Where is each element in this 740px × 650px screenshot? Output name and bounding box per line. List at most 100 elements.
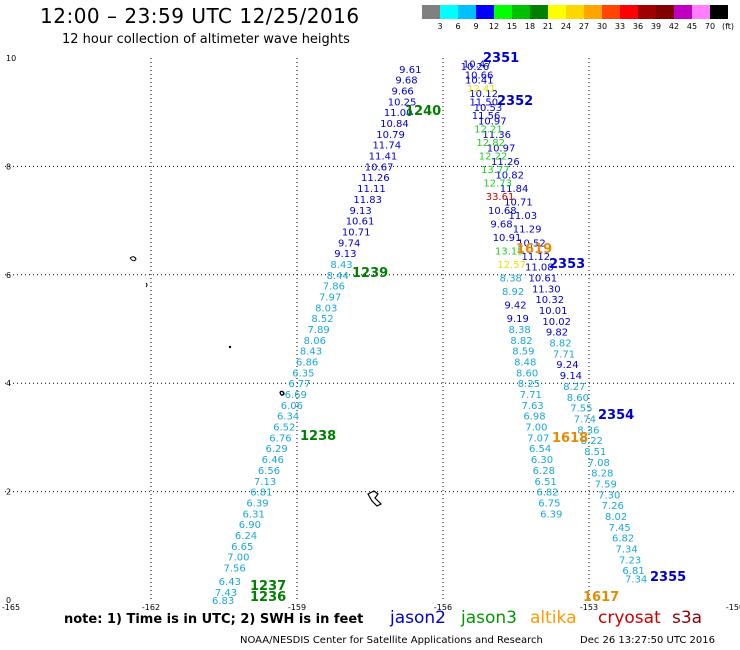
- wave-height-value: 6.81: [622, 566, 644, 577]
- colorbar-label: 15: [507, 22, 517, 31]
- wave-height-value: 9.13: [350, 206, 372, 217]
- wave-height-value: 6.29: [265, 444, 287, 455]
- wave-height-value: 11.84: [500, 184, 529, 195]
- wave-height-value: 7.86: [323, 282, 345, 293]
- wave-height-value: 6.81: [250, 488, 272, 499]
- wave-height-value: 9.68: [395, 76, 417, 87]
- y-tick-label: 6: [6, 271, 11, 280]
- y-tick-label: 0: [6, 596, 11, 605]
- wave-height-value: 10.47: [463, 59, 492, 70]
- time-label: 2355: [650, 570, 686, 585]
- wave-height-value: 9.42: [504, 301, 526, 312]
- legend-altika: altika: [530, 608, 577, 628]
- wave-height-value: 6.43: [219, 577, 241, 588]
- legend-jason3: jason3: [461, 608, 517, 628]
- wave-height-value: 12.73: [483, 179, 512, 190]
- wave-height-value: 8.43: [300, 347, 322, 358]
- wave-height-value: 7.74: [574, 414, 596, 425]
- wave-height-value: 8.25: [518, 379, 540, 390]
- wave-height-value: 6.75: [538, 498, 560, 509]
- wave-height-value: 6.83: [212, 596, 234, 607]
- wave-height-value: 10.71: [342, 227, 371, 238]
- wave-height-value: 11.29: [513, 225, 542, 236]
- wave-height-value: 8.92: [502, 287, 524, 298]
- wave-height-value: 7.59: [595, 479, 617, 490]
- wave-height-value: 8.27: [563, 382, 585, 393]
- wave-height-value: 9.61: [399, 65, 421, 76]
- wave-height-value: 8.60: [516, 368, 538, 379]
- wave-height-value: 6.31: [243, 509, 265, 520]
- colorbar-swatch: [440, 5, 458, 19]
- wave-height-value: 12.41: [467, 84, 496, 95]
- wave-height-value: 10.12: [469, 89, 498, 100]
- colorbar-swatch: [476, 5, 494, 19]
- colorbar-swatch: [458, 5, 476, 19]
- wave-height-value: 7.26: [602, 501, 624, 512]
- colorbar-swatch: [530, 5, 548, 19]
- wave-height-value: 7.13: [254, 477, 276, 488]
- time-label: 1236: [250, 590, 286, 605]
- wave-height-value: 11.00: [384, 108, 413, 119]
- wave-height-value: 11.36: [482, 130, 511, 141]
- wave-height-value: 6.54: [529, 444, 551, 455]
- wave-height-value: 6.35: [292, 368, 314, 379]
- time-label: 1618: [552, 431, 588, 446]
- wave-height-value: 7.00: [227, 553, 249, 564]
- colorbar-label: 18: [525, 22, 535, 31]
- wave-height-value: 12.82: [476, 138, 505, 149]
- wave-height-value: 6.76: [269, 433, 291, 444]
- page-title: 12:00 – 23:59 UTC 12/25/2016: [40, 4, 360, 28]
- wave-height-value: 7.45: [609, 523, 631, 534]
- wave-height-value: 9.19: [507, 314, 529, 325]
- colorbar-label: 24: [561, 22, 571, 31]
- x-tick-label: -153: [580, 603, 598, 612]
- colorbar-label: 21: [543, 22, 553, 31]
- wave-height-value: 8.28: [591, 469, 613, 480]
- wave-height-value: 12.22: [479, 152, 508, 163]
- island-shape: [129, 256, 137, 262]
- wave-height-value: 10.91: [493, 233, 522, 244]
- wave-height-value: 9.24: [556, 360, 578, 371]
- wave-height-value: 10.32: [535, 295, 564, 306]
- y-tick-label: 10: [6, 54, 16, 63]
- colorbar-label: (ft): [722, 22, 734, 31]
- wave-height-value: 11.50: [469, 97, 498, 108]
- wave-height-value: 6.65: [231, 542, 253, 553]
- wave-height-value: 7.34: [625, 574, 647, 585]
- wave-height-value: 6.30: [531, 455, 553, 466]
- wave-height-value: 8.60: [567, 393, 589, 404]
- page-subtitle: 12 hour collection of altimeter wave hei…: [62, 32, 350, 47]
- wave-height-value: 9.66: [392, 87, 414, 98]
- legend-cryosat: cryosat: [598, 608, 661, 628]
- wave-height-value: 13.77: [481, 165, 510, 176]
- wave-height-value: 10.84: [380, 119, 409, 130]
- wave-height-value: 8.03: [315, 303, 337, 314]
- wave-height-value: 11.83: [353, 195, 382, 206]
- wave-height-value: 10.52: [517, 238, 546, 249]
- wave-height-value: 8.22: [581, 436, 603, 447]
- footer-note: note: 1) Time is in UTC; 2) SWH is in fe…: [64, 612, 364, 627]
- wave-height-value: 10.25: [388, 97, 417, 108]
- wave-height-value: 8.48: [514, 358, 536, 369]
- wave-height-value: 10.61: [528, 274, 557, 285]
- wave-height-value: 6.90: [239, 520, 261, 531]
- wave-height-value: 8.38: [500, 274, 522, 285]
- colorbar-swatch: [566, 5, 584, 19]
- wave-height-value: 10.01: [539, 306, 568, 317]
- wave-height-value: 8.59: [512, 347, 534, 358]
- time-label: 2352: [497, 94, 533, 109]
- wave-height-value: 6.51: [535, 477, 557, 488]
- colorbar-swatch: [656, 5, 674, 19]
- wave-height-value: 11.26: [491, 157, 520, 168]
- x-tick-label: -162: [142, 603, 160, 612]
- colorbar-label: 27: [579, 22, 589, 31]
- wave-height-value: 10.67: [365, 162, 394, 173]
- wave-height-value: 6.82: [612, 534, 634, 545]
- wave-height-value: 13.15: [495, 246, 524, 257]
- wave-height-value: 8.43: [330, 260, 352, 271]
- wave-height-value: 6.56: [258, 466, 280, 477]
- x-tick-label: -156: [434, 603, 452, 612]
- colorbar-swatch: [548, 5, 566, 19]
- time-label: 1240: [405, 104, 441, 119]
- wave-height-value: 7.07: [527, 433, 549, 444]
